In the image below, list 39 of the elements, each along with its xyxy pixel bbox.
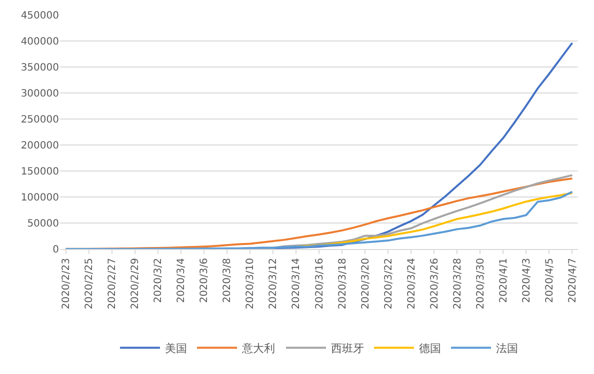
y-tick-label: 400000	[20, 36, 59, 48]
x-tick-label: 2020/4/5	[544, 258, 556, 303]
legend-label: 美国	[165, 342, 187, 356]
x-tick-label: 2020/4/7	[567, 258, 578, 303]
y-tick-label: 50000	[27, 218, 59, 230]
legend-label: 意大利	[241, 342, 275, 356]
x-tick-label: 2020/3/22	[383, 258, 394, 310]
y-tick-label: 450000	[20, 10, 59, 22]
legend-label: 德国	[419, 342, 441, 356]
x-tick-label: 2020/3/18	[337, 258, 348, 310]
x-tick-label: 2020/3/8	[222, 258, 234, 303]
x-tick-label: 2020/3/12	[268, 258, 280, 310]
x-tick-label: 2020/2/29	[130, 258, 142, 310]
y-tick-label: 300000	[20, 88, 59, 100]
x-tick-label: 2020/2/27	[107, 258, 118, 310]
x-tick-label: 2020/4/1	[498, 258, 510, 303]
x-tick-label: 2020/2/25	[84, 258, 96, 310]
x-tick-label: 2020/3/14	[291, 258, 302, 310]
line-series	[64, 190, 574, 249]
y-tick-label: 0	[52, 244, 59, 256]
x-tick-label: 2020/2/23	[61, 258, 72, 310]
x-tick-label: 2020/3/16	[314, 258, 326, 310]
x-tick-label: 2020/3/10	[245, 258, 256, 310]
x-tick-label: 2020/3/24	[406, 258, 418, 310]
y-tick-label: 350000	[20, 62, 59, 74]
x-tick-label: 2020/3/4	[176, 258, 188, 303]
x-tick-label: 2020/3/2	[153, 258, 164, 303]
x-tick-label: 2020/3/26	[429, 258, 440, 310]
legend-label: 法国	[496, 342, 518, 356]
x-tick-label: 2020/3/6	[199, 258, 210, 303]
y-tick-label: 150000	[20, 166, 59, 178]
x-tick-label: 2020/3/28	[452, 258, 464, 310]
y-tick-label: 250000	[20, 114, 59, 126]
y-tick-label: 100000	[20, 192, 59, 204]
x-tick-label: 2020/4/3	[521, 258, 532, 303]
y-tick-label: 200000	[20, 140, 59, 152]
x-tick-label: 2020/3/30	[475, 258, 486, 310]
legend-label: 西班牙	[331, 342, 364, 356]
x-tick-label: 2020/3/20	[360, 258, 372, 310]
